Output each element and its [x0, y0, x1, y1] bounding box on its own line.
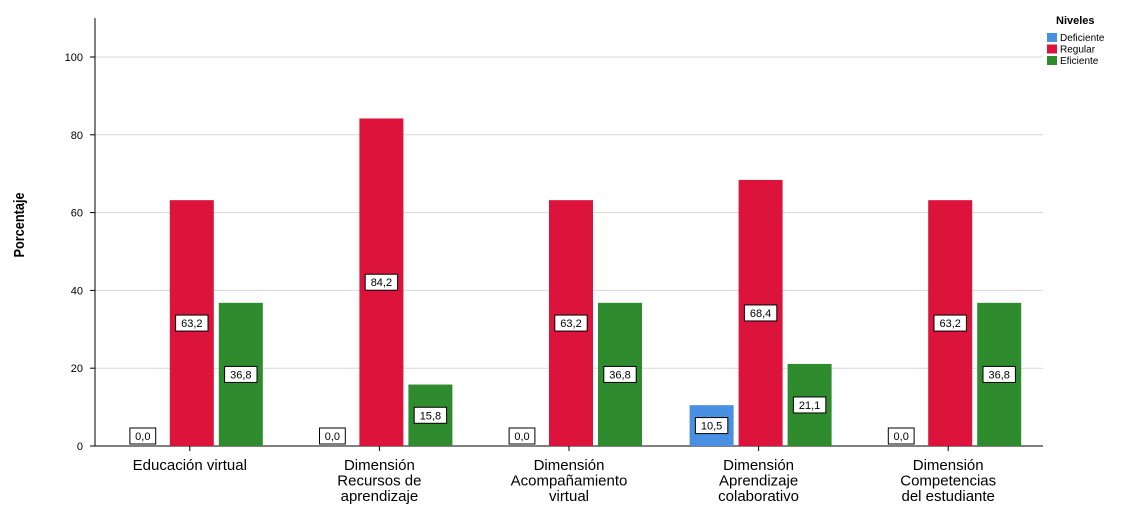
- legend-swatch-regular: [1047, 44, 1057, 54]
- category-label: Educación virtual: [133, 457, 247, 474]
- data-label-deficiente-2: 0,0: [508, 427, 536, 445]
- category-label: Dimensión: [723, 457, 794, 474]
- data-label-box: [933, 314, 967, 332]
- category-label: del estudiante: [901, 488, 994, 505]
- data-label-regular-3: 68,4: [743, 304, 778, 322]
- data-label-regular-1: 84,2: [364, 273, 399, 291]
- data-label-eficiente-0: 36,8: [224, 365, 258, 383]
- data-label-regular-4: 63,2: [933, 314, 967, 332]
- data-label-text: 63,2: [560, 318, 581, 330]
- data-label-regular-0: 63,2: [175, 314, 209, 332]
- data-label-text: 68,4: [750, 308, 771, 320]
- data-label-eficiente-4: 36,8: [982, 365, 1016, 383]
- data-label-text: 15,8: [420, 410, 441, 422]
- category-label: Acompañamiento: [511, 473, 628, 490]
- y-tick-label: 100: [65, 52, 83, 64]
- category-label: colaborativo: [718, 488, 799, 505]
- y-tick-label: 60: [71, 208, 83, 220]
- data-label-box: [694, 417, 729, 435]
- y-tick-label: 80: [71, 130, 83, 142]
- data-label-eficiente-1: 15,8: [413, 406, 448, 424]
- data-label-box: [175, 314, 209, 332]
- category-label: Dimensión: [913, 457, 984, 474]
- y-tick-label: 0: [77, 441, 83, 453]
- data-label-box: [554, 314, 588, 332]
- data-label-box: [364, 273, 399, 291]
- category-label: Dimensión: [344, 457, 415, 474]
- data-label-text: 21,1: [799, 400, 820, 412]
- category-label: Recursos de: [337, 473, 421, 490]
- data-label-text: 0,0: [894, 431, 909, 443]
- data-label-box: [319, 427, 346, 445]
- data-label-deficiente-3: 10,5: [694, 417, 729, 435]
- legend-label-eficiente: Eficiente: [1060, 56, 1099, 67]
- data-label-text: 36,8: [988, 369, 1009, 381]
- data-label-box: [413, 406, 448, 424]
- y-tick-label: 40: [71, 285, 83, 297]
- data-label-text: 63,2: [181, 318, 202, 330]
- bars-layer: [169, 118, 1022, 446]
- data-label-eficiente-3: 21,1: [792, 396, 827, 414]
- data-label-box: [224, 365, 258, 383]
- data-label-text: 10,5: [701, 421, 722, 433]
- data-label-box: [129, 427, 157, 445]
- category-label: Aprendizaje: [719, 473, 798, 490]
- category-label: aprendizaje: [341, 488, 419, 505]
- data-label-deficiente-0: 0,0: [129, 427, 157, 445]
- legend-label-deficiente: Deficiente: [1060, 33, 1105, 44]
- data-label-box: [887, 427, 915, 445]
- legend-title: Niveles: [1056, 15, 1095, 27]
- data-label-text: 0,0: [514, 431, 529, 443]
- y-axis-title: Porcentaje: [10, 192, 27, 257]
- legend-swatch-deficiente: [1047, 33, 1057, 42]
- data-label-text: 63,2: [939, 318, 960, 330]
- data-label-text: 0,0: [325, 431, 340, 443]
- data-label-deficiente-1: 0,0: [319, 427, 346, 445]
- data-label-box: [982, 365, 1016, 383]
- data-label-text: 84,2: [371, 277, 392, 289]
- data-label-regular-2: 63,2: [554, 314, 588, 332]
- legend-label-regular: Regular: [1060, 45, 1096, 56]
- data-label-box: [603, 365, 637, 383]
- category-label: Dimensión: [534, 457, 605, 474]
- legend-swatch-eficiente: [1047, 56, 1057, 65]
- data-label-box: [508, 427, 536, 445]
- data-label-eficiente-2: 36,8: [603, 365, 637, 383]
- data-label-text: 0,0: [135, 431, 150, 443]
- y-tick-label: 20: [71, 363, 83, 375]
- data-label-text: 36,8: [230, 369, 251, 381]
- data-label-box: [792, 396, 827, 414]
- data-label-deficiente-4: 0,0: [887, 427, 915, 445]
- data-label-text: 36,8: [609, 369, 630, 381]
- category-label: Competencias: [900, 473, 996, 490]
- data-label-box: [743, 304, 778, 322]
- category-label: virtual: [549, 488, 589, 505]
- data-labels-layer: 0,0 63,2 36,8 0,0 84,2 15,8 0,0 63,2 36,8 10,5 68,…: [129, 273, 1016, 445]
